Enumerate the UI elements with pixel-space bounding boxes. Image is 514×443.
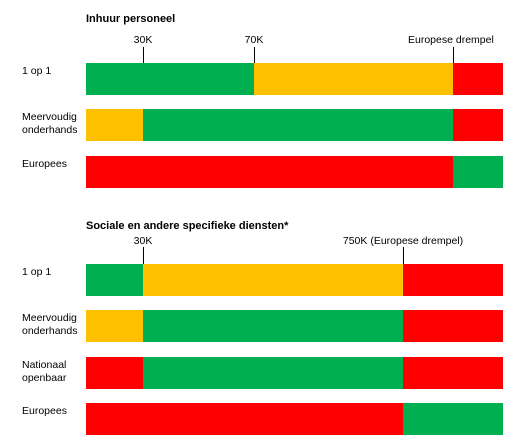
row-label-1op1: 1 op 1 <box>22 65 52 77</box>
bar-inhuur-1op1 <box>86 63 503 95</box>
marker-label-750k: 750K (Europese drempel) <box>342 235 464 247</box>
row-label-meervoudig: Meervoudig onderhands <box>22 111 78 136</box>
row-label-meervoudig: Meervoudig onderhands <box>22 312 78 337</box>
segment-green <box>86 63 254 95</box>
segment-red <box>86 357 143 389</box>
marker-label-30k: 30K <box>133 34 153 46</box>
section-title-inhuur: Inhuur personeel <box>86 13 176 25</box>
segment-green <box>143 357 403 389</box>
segment-green <box>86 264 143 296</box>
row-label-europees: Europees <box>22 405 67 417</box>
row-label-1op1: 1 op 1 <box>22 266 52 278</box>
row-label-europees: Europees <box>22 158 67 170</box>
bar-sociale-europees <box>86 403 503 435</box>
segment-green <box>143 310 403 342</box>
section-title-sociale-diensten: Sociale en andere specifieke diensten* <box>86 220 289 232</box>
marker-line-750k <box>403 247 404 264</box>
segment-red <box>403 357 503 389</box>
segment-yellow <box>254 63 453 95</box>
marker-label-europese-drempel: Europese drempel <box>408 34 494 46</box>
bar-sociale-meervoudig <box>86 310 503 342</box>
bar-inhuur-meervoudig <box>86 109 503 141</box>
marker-label-70k: 70K <box>244 34 264 46</box>
marker-label-30k: 30K <box>133 235 153 247</box>
segment-green <box>453 156 503 188</box>
marker-line-30k <box>143 247 144 264</box>
segment-red <box>86 403 403 435</box>
segment-red <box>453 63 503 95</box>
segment-green <box>143 109 453 141</box>
bar-sociale-1op1 <box>86 264 503 296</box>
segment-yellow <box>86 109 143 141</box>
marker-line-30k <box>143 47 144 63</box>
segment-yellow <box>143 264 403 296</box>
segment-red <box>86 156 453 188</box>
bar-inhuur-europees <box>86 156 503 188</box>
segment-red <box>453 109 503 141</box>
bar-sociale-nationaal <box>86 357 503 389</box>
segment-red <box>403 264 503 296</box>
segment-red <box>403 310 503 342</box>
segment-yellow <box>86 310 143 342</box>
row-label-nationaal: Nationaal openbaar <box>22 359 67 384</box>
marker-line-europese-drempel <box>453 47 454 63</box>
segment-green <box>403 403 503 435</box>
marker-line-70k <box>254 47 255 63</box>
